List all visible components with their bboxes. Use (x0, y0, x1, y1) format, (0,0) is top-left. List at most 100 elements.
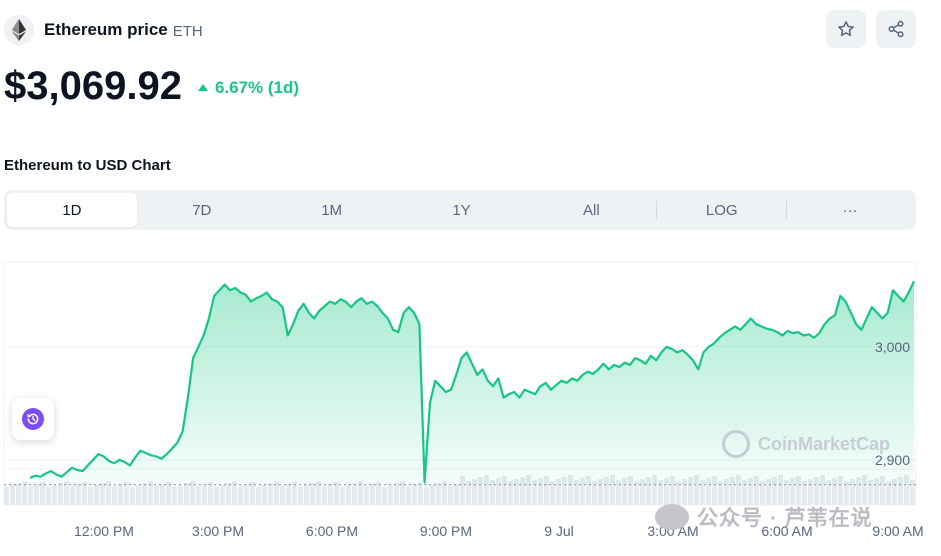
volume-bar (574, 480, 579, 505)
volume-bar (100, 483, 105, 505)
volume-bar (280, 486, 285, 505)
volume-bar (526, 475, 531, 505)
coin-name: Ethereum price (44, 20, 168, 39)
volume-bar (34, 484, 39, 505)
volume-bar (868, 480, 873, 505)
volume-bar (4, 487, 9, 505)
volume-bar (628, 476, 633, 505)
volume-bar (544, 476, 549, 505)
volume-bar (814, 477, 819, 505)
volume-bar (796, 476, 801, 505)
volume-bar (502, 476, 507, 505)
volume-bar (682, 479, 687, 505)
volume-bar (310, 483, 315, 505)
volume-bar (382, 487, 387, 505)
tab-all[interactable]: All (583, 201, 600, 219)
volume-bar (688, 477, 693, 505)
volume-bar (268, 483, 273, 505)
volume-bar (136, 485, 141, 505)
volume-bar (562, 477, 567, 505)
ethereum-logo-icon (4, 15, 34, 45)
volume-bar (676, 481, 681, 505)
volume-bar (466, 481, 471, 505)
volume-bar (856, 477, 861, 505)
up-triangle-icon (197, 84, 208, 91)
tab-1d[interactable]: 1D (7, 193, 137, 227)
volume-bar (838, 476, 843, 505)
volume-bar (76, 484, 81, 505)
volume-bar (478, 477, 483, 505)
volume-bar (16, 483, 21, 505)
volume-bar (484, 475, 489, 505)
volume-bar (244, 484, 249, 505)
history-icon (22, 408, 44, 430)
history-button[interactable] (12, 398, 54, 440)
volume-bar (94, 485, 99, 505)
share-button[interactable] (876, 10, 916, 48)
volume-bar (376, 482, 381, 505)
wechat-account-watermark: 公众号 · 芦苇在说 (655, 502, 873, 532)
volume-bar (418, 482, 423, 505)
volume-bar (550, 481, 555, 505)
volume-bar (760, 481, 765, 505)
volume-bar (292, 482, 297, 505)
volume-bar (490, 480, 495, 505)
volume-bar (754, 476, 759, 505)
wechat-bubble-icon (655, 504, 689, 530)
volume-bar (880, 476, 885, 505)
volume-bar (388, 485, 393, 505)
x-axis-tick-label: 3:00 PM (191, 523, 245, 539)
tab-1m[interactable]: 1M (321, 201, 343, 219)
tab-1y[interactable]: 1Y (452, 201, 471, 219)
range-selector: 1D 7D 1M 1Y All LOG ··· (4, 190, 916, 230)
volume-bar (712, 476, 717, 505)
volume-bar (64, 481, 69, 505)
volume-bar (622, 478, 627, 505)
volume-bar (178, 485, 183, 505)
y-axis-tick-label: 2,900 (874, 451, 910, 468)
volume-bar (304, 485, 309, 505)
volume-bar (262, 485, 267, 505)
volume-bar (472, 479, 477, 505)
volume-bar (730, 477, 735, 505)
volume-bar (166, 482, 171, 505)
volume-bar (130, 487, 135, 505)
watchlist-star-button[interactable] (826, 10, 866, 48)
current-price: $3,069.92 (4, 64, 182, 108)
coin-header: Ethereum price ETH (4, 14, 203, 46)
volume-bar (772, 477, 777, 505)
volume-bar (778, 475, 783, 505)
volume-bar (748, 478, 753, 505)
volume-bar (742, 480, 747, 505)
x-axis-tick-label: 12:00 PM (74, 523, 134, 539)
volume-bar (910, 480, 915, 505)
volume-bar (670, 476, 675, 505)
volume-bar (790, 478, 795, 505)
volume-bar (580, 478, 585, 505)
tab-7d[interactable]: 7D (192, 201, 212, 219)
volume-bar (904, 475, 909, 505)
volume-bar (208, 482, 213, 505)
volume-bar (430, 485, 435, 505)
volume-bar (316, 481, 321, 505)
volume-bar (346, 485, 351, 505)
volume-bar (694, 475, 699, 505)
volume-bar (88, 487, 93, 505)
volume-bar (424, 487, 429, 505)
volume-bar (106, 481, 111, 505)
volume-bar (10, 485, 15, 505)
volume-bar (112, 486, 117, 505)
wechat-watermark-text: 公众号 · 芦苇在说 (697, 507, 873, 530)
tab-divider (786, 201, 788, 219)
x-axis-tick-label: 9 Jul (544, 523, 574, 539)
volume-bar (370, 484, 375, 505)
volume-bar (58, 483, 63, 505)
volume-bar (640, 479, 645, 505)
volume-bar (652, 475, 657, 505)
tab-more[interactable]: ··· (842, 201, 858, 219)
volume-bar (298, 487, 303, 505)
volume-bar (160, 484, 165, 505)
price-area-fill (30, 281, 914, 485)
tab-log[interactable]: LOG (705, 201, 738, 219)
